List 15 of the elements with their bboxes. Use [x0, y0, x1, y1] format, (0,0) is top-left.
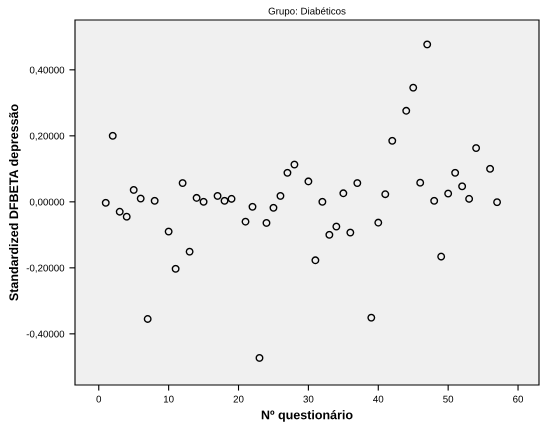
- x-tick-label: 40: [373, 396, 384, 403]
- y-tick-label: 0,20000: [30, 132, 64, 141]
- chart-title: Grupo: Diabéticos: [268, 7, 346, 16]
- x-tick-label: 50: [443, 396, 454, 403]
- x-tick-label: 20: [234, 396, 244, 403]
- x-tick-label: 60: [513, 396, 524, 403]
- x-axis-title: Nº questionário: [262, 410, 353, 422]
- y-tick-label: -0,20000: [26, 264, 64, 273]
- x-tick-label: 10: [164, 396, 174, 403]
- x-tick-label: 0: [96, 396, 102, 403]
- y-tick-label: -0,40000: [26, 330, 64, 339]
- y-axis-title: Standardized DFBETA depressão: [9, 104, 21, 301]
- y-tick-label: 0,40000: [30, 66, 64, 75]
- y-tick-label: 0,00000: [30, 198, 64, 207]
- x-tick-label: 30: [303, 396, 314, 403]
